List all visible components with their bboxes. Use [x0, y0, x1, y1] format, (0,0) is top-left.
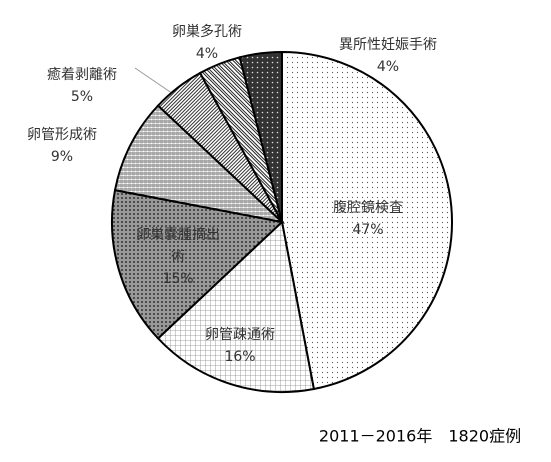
slice [281, 50, 454, 391]
value-label: 15% [162, 271, 193, 287]
value-label: 16% [224, 349, 255, 365]
value-label: 9% [51, 149, 73, 165]
value-label: 47% [352, 222, 383, 238]
slice-label: 卵巣多孔術 [172, 23, 242, 40]
slice [238, 50, 283, 223]
pie [111, 50, 454, 393]
slice [111, 188, 285, 340]
slice-label: 異所性妊娠手術 [339, 37, 437, 53]
value-label: 4% [196, 46, 218, 62]
slice-label: 卵管形成術 [27, 127, 97, 143]
slice [156, 220, 316, 393]
slice-label: 卵管疎通術 [205, 327, 275, 343]
slice [113, 104, 286, 224]
slice-label: 癒着剥離術 [47, 66, 117, 83]
value-label: 5% [71, 89, 93, 105]
annotation: 2011－2016年 1820症例 [319, 427, 521, 446]
slice-label: 卵巣嚢腫摘出術 [136, 226, 220, 265]
slice-label: 腹腔鏡検査 [333, 199, 403, 216]
value-label: 4% [377, 59, 399, 75]
